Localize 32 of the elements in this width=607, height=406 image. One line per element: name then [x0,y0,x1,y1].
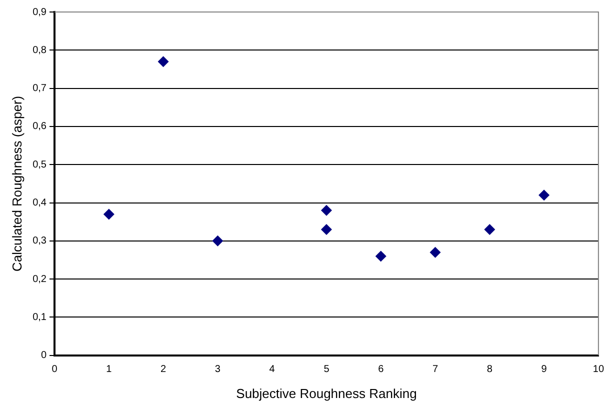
x-tick-label: 6 [378,364,384,376]
y-tick-label: 0,8 [32,44,47,56]
x-tick-label: 10 [592,364,604,376]
y-tick-label: 0,6 [32,121,47,132]
y-tick-label: 0 [40,350,47,362]
y-axis-title: Calculated Roughness (asper) [9,96,24,272]
y-tick-label: 0,9 [32,6,47,18]
x-tick-label: 7 [432,364,438,376]
x-tick-label: 1 [106,364,112,376]
x-tick-label: 5 [324,364,330,376]
y-tick-label: 0,2 [32,274,47,285]
point [320,204,332,216]
point [158,56,169,68]
y-tick-label: 0,4 [32,198,47,209]
y-tick-label: 0,7 [32,83,47,94]
y-tick-label: 0,1 [32,312,47,323]
point [484,224,496,235]
point [212,235,224,246]
x-tick-label: 2 [160,364,167,376]
x-axis-title: Subjective Roughness Ranking [236,386,417,401]
x-tick-label: 9 [541,364,548,376]
y-tick-label: 0,3 [32,236,47,247]
x-tick-label: 3 [214,364,221,376]
point [430,246,441,258]
x-tick-label: 8 [486,364,493,376]
y-tick-label: 0,5 [32,159,47,170]
point [320,224,332,235]
point [103,208,114,220]
point [538,190,550,201]
x-tick-label: 0 [52,364,58,376]
point [375,250,386,262]
x-tick-label: 4 [269,364,276,376]
